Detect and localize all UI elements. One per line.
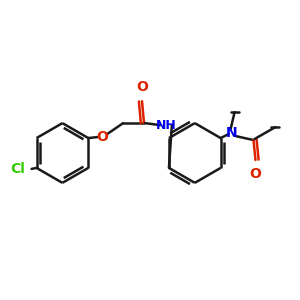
Text: N: N	[226, 126, 237, 140]
Text: O: O	[96, 130, 108, 144]
Text: NH: NH	[155, 118, 176, 132]
Text: O: O	[250, 167, 261, 181]
Text: Cl: Cl	[11, 162, 26, 176]
Text: O: O	[136, 80, 148, 94]
